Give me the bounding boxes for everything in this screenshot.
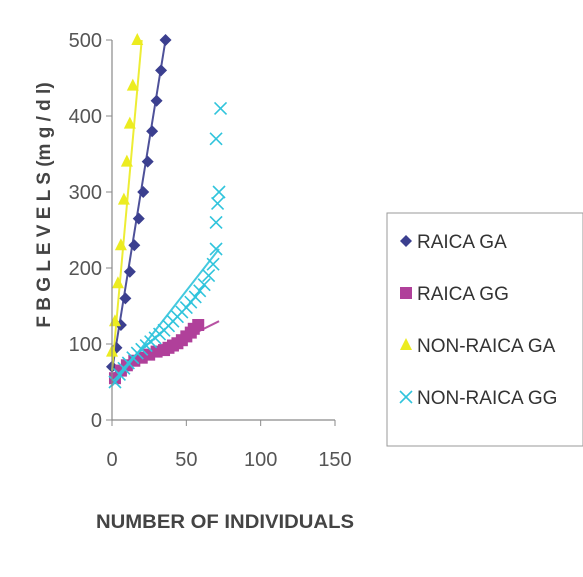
data-point <box>206 257 220 271</box>
data-point <box>213 101 228 115</box>
marker-stroke <box>209 242 223 256</box>
y-tick-label: 500 <box>69 30 102 52</box>
legend-marker <box>400 287 412 299</box>
marker-stroke <box>212 185 226 199</box>
data-point <box>117 192 130 205</box>
legend-item: NON-RAICA GA <box>400 336 556 357</box>
data-point <box>188 290 202 304</box>
y-tick-label: 200 <box>69 258 102 280</box>
data-point <box>192 319 205 331</box>
data-point <box>159 34 172 46</box>
y-axis-title: F B G L E V E L S (m g / d l) <box>34 82 55 327</box>
data-point <box>209 242 223 256</box>
marker-stroke <box>399 390 413 404</box>
axes-layer: 0 100 200 300 400 500 0 50 100 150 <box>69 30 352 471</box>
data-point <box>123 116 136 129</box>
data-point <box>209 215 223 229</box>
data-point <box>131 33 144 45</box>
data-point <box>146 125 159 138</box>
series-layer <box>106 33 228 389</box>
data-point <box>209 132 223 146</box>
y-tick-label: 400 <box>69 106 102 128</box>
data-point <box>132 212 145 225</box>
data-point <box>150 94 163 107</box>
series-raica-gg <box>108 319 220 385</box>
data-point <box>111 276 124 289</box>
legend-label: RAICA GA <box>417 232 507 253</box>
data-point <box>123 265 136 278</box>
marker-stroke <box>210 196 225 210</box>
legend-marker <box>399 390 413 404</box>
legend-item: RAICA GA <box>400 232 507 253</box>
data-point <box>193 284 207 298</box>
series-non-raica-gg <box>108 101 228 389</box>
data-point <box>212 185 226 199</box>
legend-marker <box>400 338 412 350</box>
data-point <box>137 186 150 198</box>
data-point <box>141 155 154 168</box>
legend-item: NON-RAICA GG <box>399 388 557 409</box>
legend: RAICA GA RAICA GG NON-RAICA GA NON-RAICA GG <box>386 212 583 447</box>
data-point <box>155 64 168 77</box>
data-point <box>112 367 126 381</box>
legend-label: NON-RAICA GG <box>417 388 557 409</box>
y-tick-label: 300 <box>69 182 102 204</box>
marker-stroke <box>209 132 223 146</box>
marker-stroke <box>206 257 220 271</box>
x-tick-label: 0 <box>106 449 117 471</box>
data-point <box>114 238 127 251</box>
data-point <box>126 78 139 91</box>
legend-item: RAICA GG <box>400 284 509 305</box>
data-point <box>128 239 141 252</box>
marker-stroke <box>202 269 216 283</box>
data-point <box>108 375 122 389</box>
marker-stroke <box>112 367 126 381</box>
legend-marker <box>400 235 412 247</box>
x-tick-label: 100 <box>244 449 277 471</box>
y-tick-label: 100 <box>69 334 102 356</box>
x-axis-title: NUMBER OF INDIVIDUALS <box>96 512 354 533</box>
x-tick-label: 50 <box>175 449 197 471</box>
x-tick-label: 150 <box>318 449 351 471</box>
data-point <box>120 154 133 167</box>
series-raica-ga <box>106 34 172 373</box>
legend-box <box>386 212 583 447</box>
data-point <box>119 292 132 305</box>
legend-label: NON-RAICA GA <box>417 336 556 357</box>
marker-stroke <box>197 278 211 292</box>
marker-stroke <box>188 290 202 304</box>
trendline <box>111 39 143 371</box>
marker-stroke <box>108 375 122 389</box>
data-point <box>197 278 211 292</box>
marker-stroke <box>209 215 223 229</box>
data-point <box>202 269 216 283</box>
y-tick-label: 0 <box>91 410 102 432</box>
marker-stroke <box>193 284 207 298</box>
legend-label: RAICA GG <box>417 284 509 305</box>
data-point <box>210 196 225 210</box>
marker-stroke <box>213 101 228 115</box>
